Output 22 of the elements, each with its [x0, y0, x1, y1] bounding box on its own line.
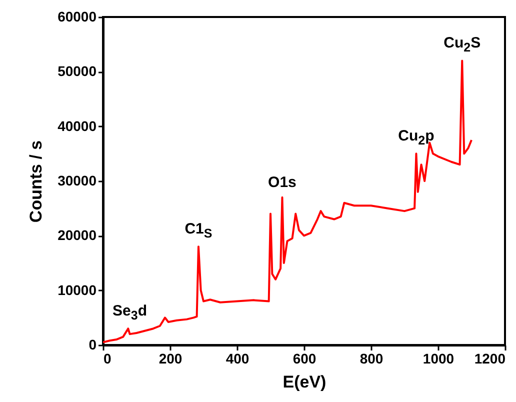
y-axis-title: Counts / s [26, 140, 46, 223]
y-tick-label: 40000 [58, 118, 97, 134]
annotation: O1s [268, 174, 296, 192]
x-tick-label: 600 [292, 350, 316, 366]
x-tick-label: 1000 [422, 350, 454, 366]
x-tick-label: 1200 [474, 350, 506, 366]
x-tick-label: 200 [158, 350, 182, 366]
annotation: C1$_{S}$ [184, 220, 212, 240]
annotation: Se$_{3}$d [112, 302, 148, 322]
y-tick-label: 50000 [58, 63, 97, 80]
x-tick-label: 400 [226, 350, 250, 366]
annotation: Cu$_{2}$p [398, 127, 434, 148]
x-axis-title: E(eV) [282, 372, 326, 392]
x-tick-label: 0 [104, 350, 112, 366]
y-tick-label: 60000 [58, 8, 97, 24]
annotation: Cu$_{2}$S [444, 34, 481, 54]
y-tick-label: 0 [88, 336, 97, 352]
y-tick-label: 20000 [58, 227, 97, 244]
x-tick-label: 800 [360, 350, 384, 366]
line-series [103, 60, 472, 344]
y-tick-label: 10000 [58, 282, 97, 298]
y-tick-label: 30000 [58, 172, 97, 188]
